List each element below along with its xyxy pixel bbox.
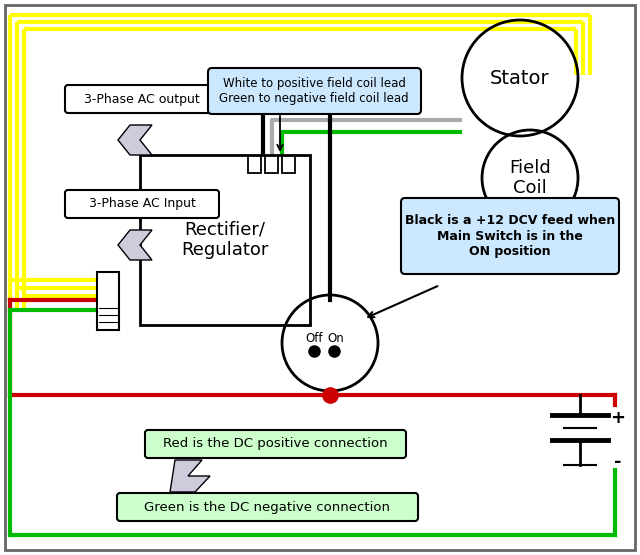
- Text: Rectifier/
Regulator: Rectifier/ Regulator: [181, 220, 269, 259]
- Text: -: -: [614, 453, 621, 471]
- FancyBboxPatch shape: [117, 493, 418, 521]
- FancyBboxPatch shape: [140, 155, 310, 325]
- Text: Field
Coil: Field Coil: [509, 159, 551, 198]
- Text: 3-Phase AC Input: 3-Phase AC Input: [88, 198, 195, 210]
- Text: +: +: [611, 409, 625, 427]
- FancyBboxPatch shape: [65, 85, 219, 113]
- FancyBboxPatch shape: [208, 68, 421, 114]
- Text: Black is a +12 DCV feed when
Main Switch is in the
ON position: Black is a +12 DCV feed when Main Switch…: [405, 214, 615, 258]
- FancyBboxPatch shape: [5, 5, 635, 550]
- Text: White to positive field coil lead
Green to negative field coil lead: White to positive field coil lead Green …: [219, 77, 409, 105]
- Polygon shape: [118, 230, 152, 260]
- Text: Green is the DC negative connection: Green is the DC negative connection: [144, 501, 390, 513]
- Text: On: On: [328, 331, 344, 345]
- FancyBboxPatch shape: [401, 198, 619, 274]
- FancyBboxPatch shape: [282, 156, 295, 173]
- Polygon shape: [170, 460, 210, 492]
- FancyBboxPatch shape: [265, 156, 278, 173]
- FancyBboxPatch shape: [145, 430, 406, 458]
- Text: 3-Phase AC output: 3-Phase AC output: [84, 93, 200, 105]
- FancyBboxPatch shape: [97, 272, 119, 330]
- Text: Stator: Stator: [490, 68, 550, 88]
- Text: Red is the DC positive connection: Red is the DC positive connection: [163, 437, 387, 451]
- FancyBboxPatch shape: [248, 156, 261, 173]
- FancyBboxPatch shape: [65, 190, 219, 218]
- Polygon shape: [118, 125, 152, 155]
- Text: Off: Off: [305, 331, 323, 345]
